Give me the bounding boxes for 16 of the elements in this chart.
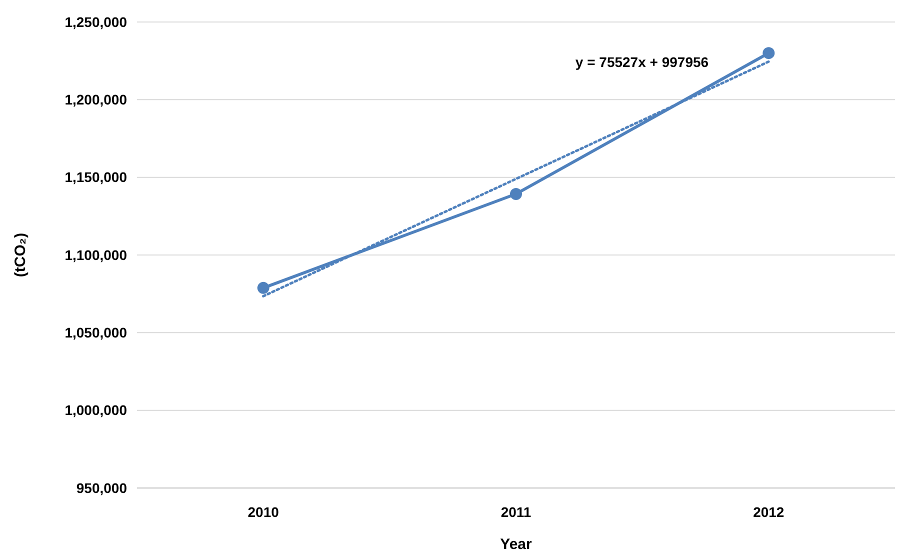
- y-tick-label: 1,200,000: [64, 92, 128, 108]
- y-tick-label: 1,000,000: [64, 402, 128, 418]
- x-tick-label: 2010: [248, 504, 280, 520]
- y-tick-label: 1,250,000: [64, 14, 128, 30]
- x-axis-title: Year: [500, 536, 532, 553]
- y-tick-label: 1,050,000: [64, 324, 128, 341]
- point: [510, 188, 522, 200]
- y-tick-label: 1,100,000: [64, 246, 128, 263]
- point: [257, 282, 270, 294]
- y-axis-title: (tCO₂): [12, 232, 29, 278]
- x-tick-label: 2011: [500, 504, 532, 520]
- annotation: y = 75527x + 997956: [575, 54, 709, 70]
- x-tick-label: 2012: [753, 504, 784, 520]
- point: [762, 47, 775, 60]
- y-tick-label: 1,150,000: [64, 169, 128, 186]
- y-tick-label: 950,000: [76, 480, 128, 496]
